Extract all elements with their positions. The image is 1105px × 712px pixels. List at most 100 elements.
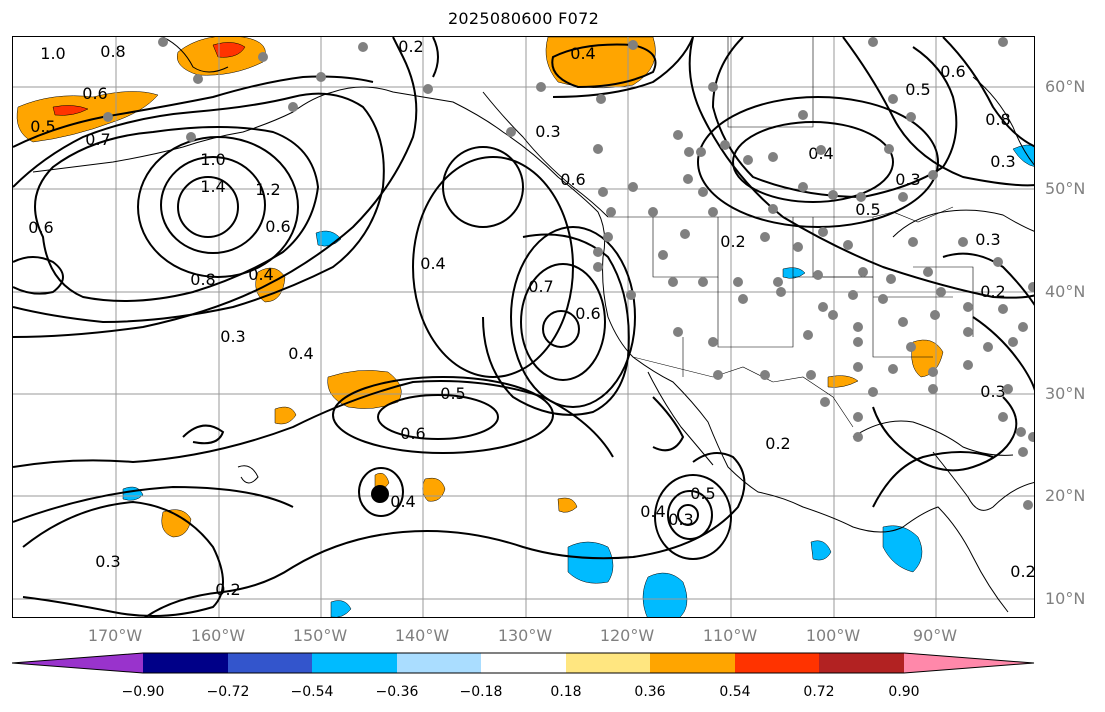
anomaly-area: [52, 105, 89, 116]
contour-labels: 1.0 0.8 0.6 0.5 0.7 0.2 0.4 1.0 1.4 1.2 …: [28, 37, 1035, 599]
lon-label: 90°W: [912, 626, 958, 645]
contour-label: 0.6: [560, 170, 585, 189]
colorbar-segment: [566, 653, 650, 673]
contour-lines: [13, 37, 1034, 617]
lat-label: 20°N: [1045, 486, 1086, 505]
contour-label: 0.5: [905, 80, 930, 99]
anomaly-area: [274, 406, 297, 425]
lon-label: 160°W: [190, 626, 246, 645]
contour-label: 0.4: [640, 502, 665, 521]
colorbar-tick: 0.90: [888, 684, 920, 700]
colorbar-segment: [735, 653, 819, 673]
contour-label: 0.5: [855, 200, 880, 219]
contour-label: 0.3: [895, 170, 920, 189]
contour-label: 0.2: [398, 37, 423, 56]
colorbar-outline: [12, 652, 1035, 674]
contour-label: 0.5: [440, 384, 465, 403]
anomaly-area: [161, 509, 192, 538]
anomaly-area: [642, 572, 688, 617]
colorbar-tick: −0.54: [290, 684, 334, 700]
contour-map: 1.0 0.8 0.6 0.5 0.7 0.2 0.4 1.0 1.4 1.2 …: [13, 37, 1035, 617]
contour-label: 0.6: [400, 424, 425, 443]
contour-label: 0.8: [190, 270, 215, 289]
lon-label: 130°W: [497, 626, 553, 645]
colorbar: [12, 652, 1035, 674]
contour-label: 1.0: [40, 44, 65, 63]
storm-center-marker: [371, 485, 389, 503]
contour-label: 0.3: [535, 122, 560, 141]
contour-label: 0.3: [975, 230, 1000, 249]
contour-label: 0.4: [420, 254, 445, 273]
contour-label: 1.0: [200, 150, 225, 169]
contour-label: 0.3: [95, 552, 120, 571]
lon-label: 120°W: [599, 626, 655, 645]
colorbar-tick: −0.36: [375, 684, 419, 700]
lon-label: 170°W: [87, 626, 143, 645]
colorbar-tick: 0.72: [803, 684, 835, 700]
anomaly-area: [327, 370, 402, 409]
contour-label: 0.3: [990, 152, 1015, 171]
map-title: 2025080600 F072: [447, 9, 600, 28]
anomaly-area: [827, 375, 859, 388]
contour-label: 0.2: [215, 580, 240, 599]
contour-label: 0.7: [85, 130, 110, 149]
colorbar-tick: −0.72: [206, 684, 250, 700]
contour-label: 0.3: [668, 510, 693, 529]
lon-label: 140°W: [394, 626, 450, 645]
lon-label: 100°W: [805, 626, 861, 645]
anomaly-area: [212, 42, 246, 58]
contour-label: 0.2: [1010, 562, 1035, 581]
lat-label: 60°N: [1045, 77, 1086, 96]
colorbar-segment: [143, 653, 228, 673]
colorbar-tick: 0.36: [634, 684, 666, 700]
colorbar-segment: [481, 653, 566, 673]
lat-label: 50°N: [1045, 179, 1086, 198]
anomaly-area: [810, 540, 832, 561]
contour-label: 0.3: [980, 382, 1005, 401]
graticule: [13, 37, 1034, 617]
colorbar-segment: [12, 653, 143, 673]
anomaly-area: [422, 477, 446, 502]
coastlines: [32, 37, 1034, 613]
colorbar-tick: 0.18: [550, 684, 582, 700]
colorbar-tick: 0.54: [719, 684, 751, 700]
contour-label: 0.6: [575, 304, 600, 323]
colorbar-segment: [397, 653, 481, 673]
contour-label: 0.5: [30, 117, 55, 136]
colorbar-segment: [228, 653, 312, 673]
colorbar-segment: [819, 653, 904, 673]
anomaly-area: [122, 486, 144, 501]
colorbar-tick: −0.18: [459, 684, 503, 700]
contour-label: 0.2: [720, 232, 745, 251]
contour-label: 0.2: [765, 434, 790, 453]
station-markers: [103, 37, 1034, 510]
anomaly-area: [567, 541, 614, 584]
lat-label: 40°N: [1045, 282, 1086, 301]
lat-label: 30°N: [1045, 384, 1086, 403]
lat-label: 10°N: [1045, 589, 1086, 608]
contour-label: 0.4: [390, 492, 415, 511]
contour-label: 0.8: [100, 42, 125, 61]
lon-label: 150°W: [292, 626, 348, 645]
contour-label: 0.3: [220, 327, 245, 346]
contour-label: 0.6: [940, 62, 965, 81]
colorbar-segment: [312, 653, 397, 673]
contour-label: 0.6: [82, 84, 107, 103]
contour-label: 0.6: [28, 218, 53, 237]
contour-label: 0.6: [265, 217, 290, 236]
anomaly-area: [315, 230, 342, 247]
contour-label: 1.2: [255, 180, 280, 199]
lon-label: 110°W: [702, 626, 758, 645]
anomaly-area: [557, 497, 578, 513]
anomaly-area: [782, 267, 806, 279]
map-panel[interactable]: 1.0 0.8 0.6 0.5 0.7 0.2 0.4 1.0 1.4 1.2 …: [12, 36, 1035, 618]
contour-label: 0.4: [248, 265, 273, 284]
contour-label: 0.7: [528, 277, 553, 296]
anomaly-area: [1012, 144, 1034, 167]
colorbar-segment: [650, 653, 735, 673]
colorbar-segment: [904, 653, 1034, 673]
contour-label: 0.8: [985, 110, 1010, 129]
anomaly-area: [330, 600, 352, 617]
contour-label: 0.2: [980, 282, 1005, 301]
contour-label: 1.4: [200, 177, 225, 196]
